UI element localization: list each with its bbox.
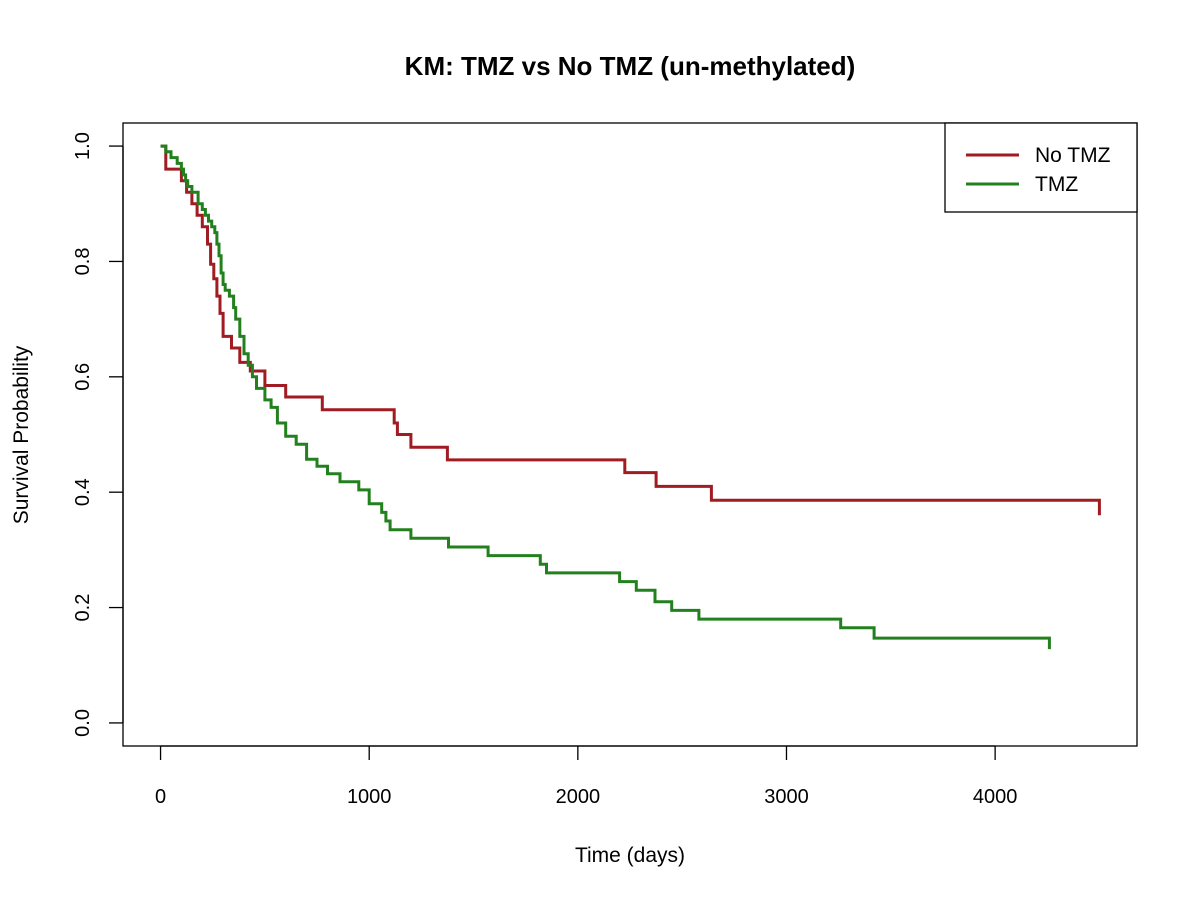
y-axis-label: Survival Probability	[10, 345, 33, 524]
legend-label: TMZ	[1035, 173, 1078, 196]
y-tick-label: 0.2	[72, 594, 94, 622]
y-tick-label: 1.0	[72, 132, 94, 160]
y-tick-label: 0.0	[72, 709, 94, 737]
legend-box	[944, 122, 1138, 213]
x-axis: 0 1000 2000 3000 4000	[155, 745, 1018, 808]
chart-title: KM: TMZ vs No TMZ (un-methylated)	[405, 51, 856, 81]
series-layer	[160, 144, 1101, 650]
y-tick-label: 0.6	[72, 363, 94, 391]
x-tick-label: 1000	[347, 786, 392, 808]
x-tick-label: 0	[155, 786, 166, 808]
series-line-tmz	[160, 144, 1051, 650]
legend-label: No TMZ	[1035, 144, 1111, 167]
x-tick-label: 2000	[556, 786, 601, 808]
plot-frame	[122, 122, 1138, 747]
y-tick-label: 0.4	[72, 478, 94, 506]
y-axis: 0.0 0.2 0.4 0.6 0.8 1.0	[72, 132, 124, 737]
legend: No TMZ TMZ	[944, 122, 1138, 213]
x-tick-label: 3000	[764, 786, 809, 808]
x-axis-label: Time (days)	[575, 844, 685, 867]
x-tick-label: 4000	[973, 786, 1018, 808]
y-tick-label: 0.8	[72, 248, 94, 276]
series-line-no-tmz	[160, 144, 1101, 516]
